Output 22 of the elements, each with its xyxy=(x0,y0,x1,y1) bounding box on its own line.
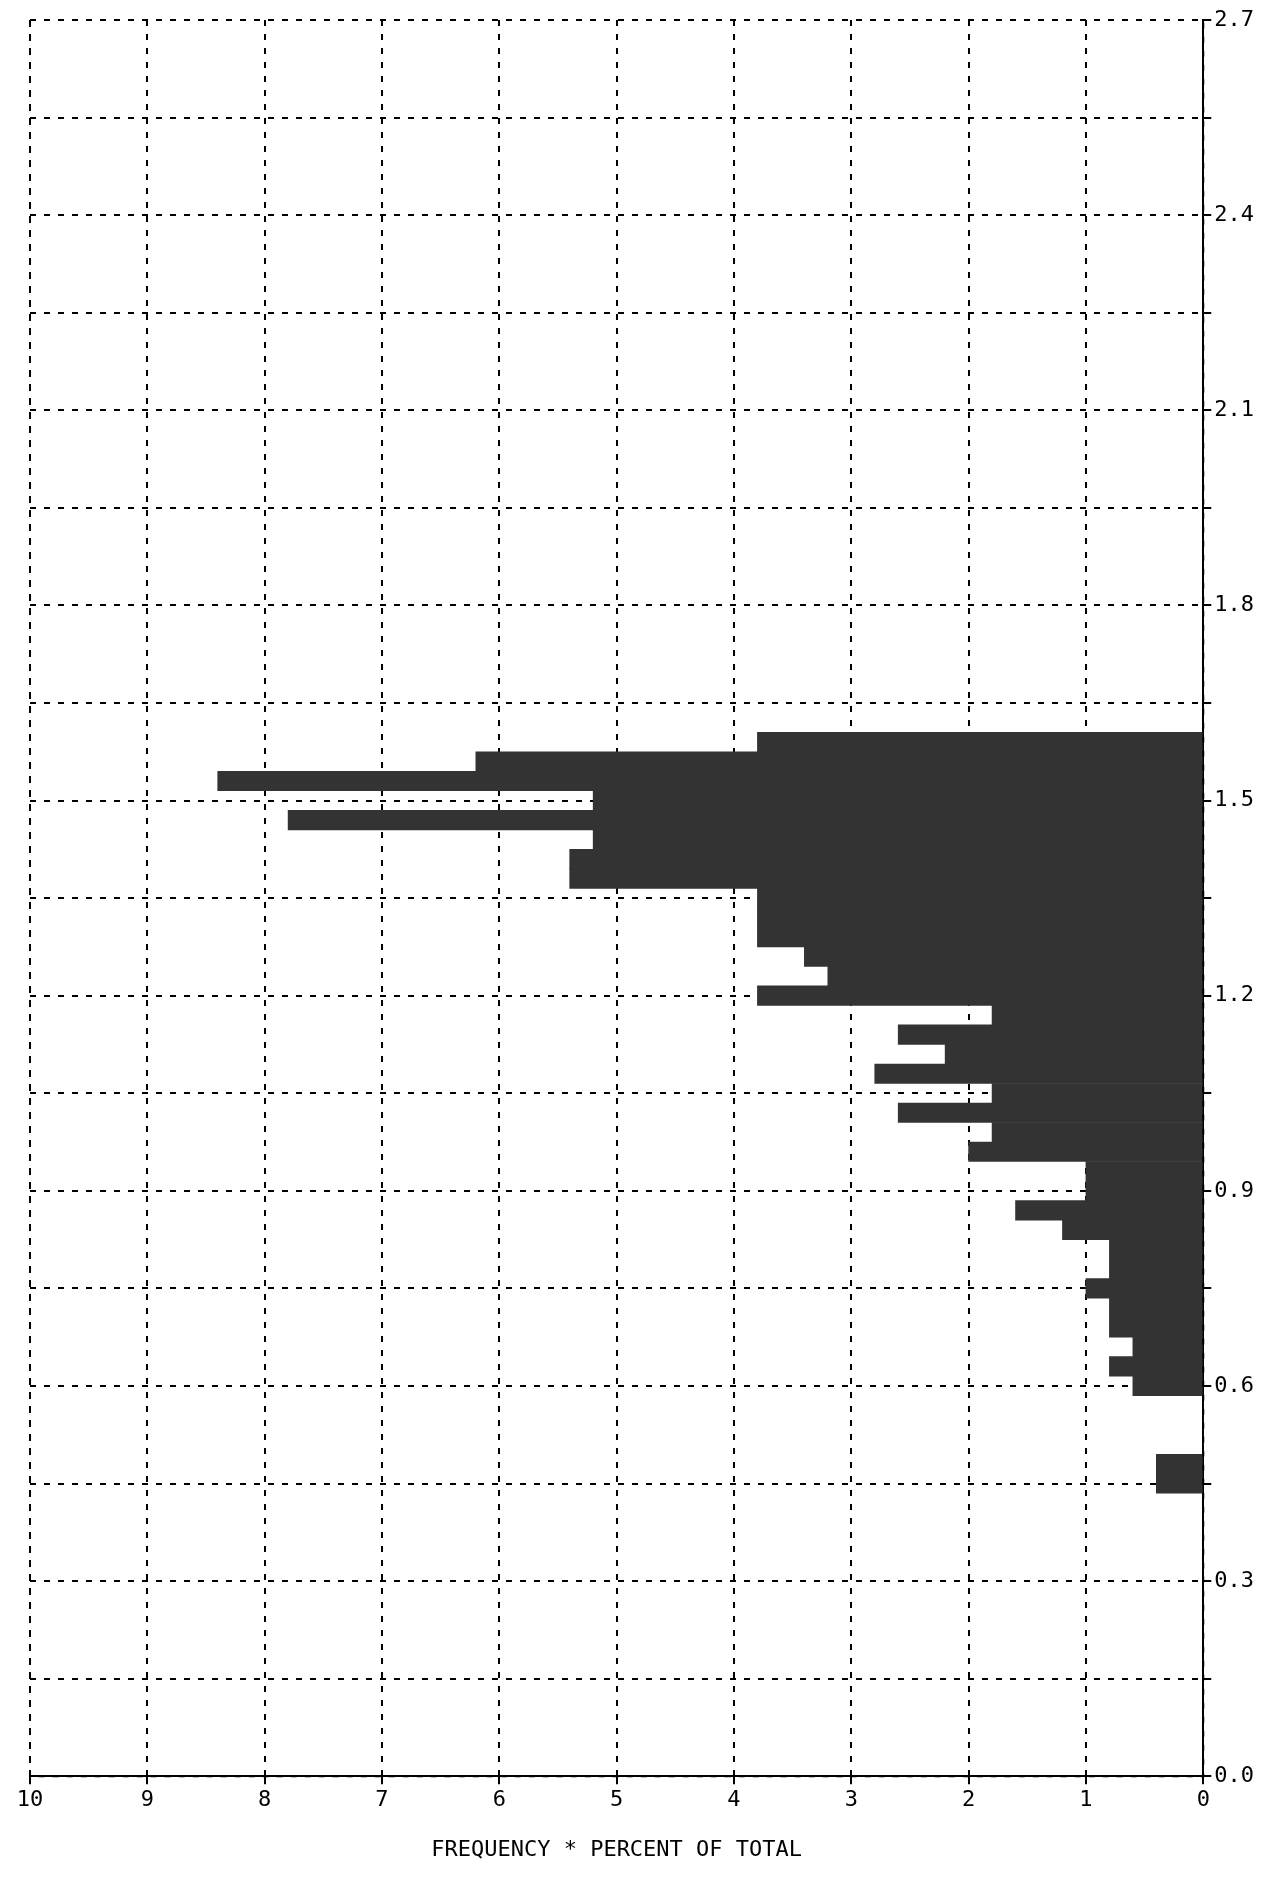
x-tick-label: 6 xyxy=(492,1786,506,1812)
x-tick-label: 8 xyxy=(258,1786,272,1812)
x-axis-title: FREQUENCY * PERCENT OF TOTAL xyxy=(431,1835,803,1861)
x-tick-label: 10 xyxy=(16,1786,44,1812)
x-tick-label: 5 xyxy=(610,1786,624,1812)
x-tick-label: 7 xyxy=(375,1786,389,1812)
x-tick-label: 9 xyxy=(140,1786,154,1812)
x-tick-label: 2 xyxy=(961,1786,976,1812)
y-tick-label: 2.7 xyxy=(1214,5,1255,31)
y-tick-label: 2.1 xyxy=(1214,395,1255,421)
y-tick-label: 1.2 xyxy=(1214,981,1255,1007)
y-tick-label: 0.6 xyxy=(1214,1371,1255,1397)
y-tick-label: 1.8 xyxy=(1214,591,1255,617)
y-tick-label: 2.4 xyxy=(1214,200,1255,226)
y-tick-label: 0.0 xyxy=(1214,1761,1255,1787)
x-tick-label: 1 xyxy=(1079,1786,1093,1812)
x-tick-label: 0 xyxy=(1196,1786,1210,1812)
y-tick-label: 1.5 xyxy=(1214,786,1255,812)
y-tick-label: 0.9 xyxy=(1214,1176,1255,1202)
y-tick-label: 0.3 xyxy=(1214,1566,1255,1592)
x-tick-label: 3 xyxy=(844,1786,858,1812)
x-tick-label: 4 xyxy=(727,1786,741,1812)
